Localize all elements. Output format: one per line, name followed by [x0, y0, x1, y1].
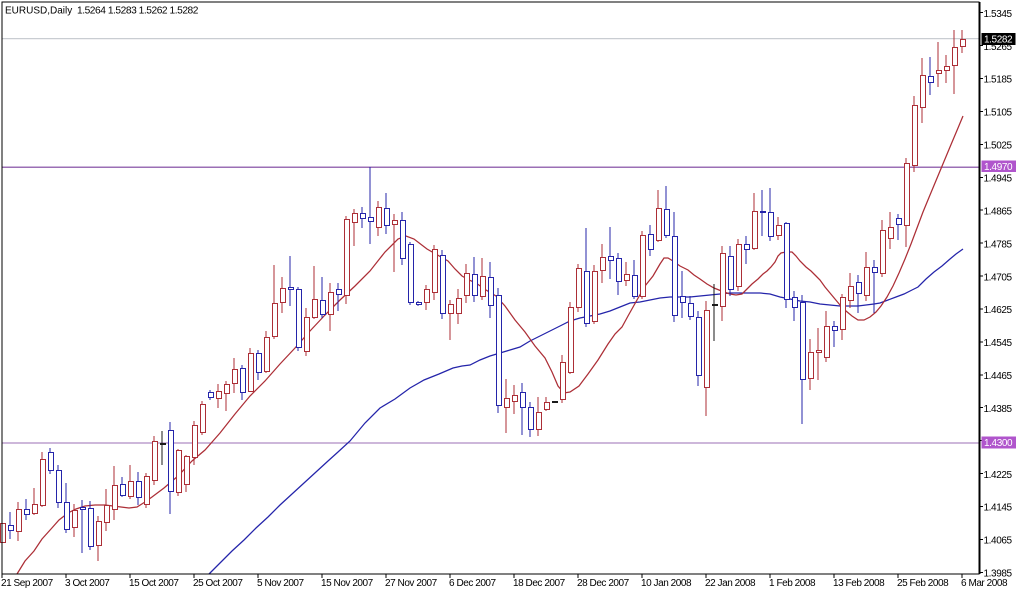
svg-text:15 Nov 2007: 15 Nov 2007	[321, 578, 374, 589]
svg-text:1.3985: 1.3985	[984, 569, 1013, 580]
svg-text:1.5105: 1.5105	[984, 108, 1013, 119]
svg-text:3 Oct 2007: 3 Oct 2007	[65, 578, 110, 589]
svg-text:22 Jan 2008: 22 Jan 2008	[705, 578, 756, 589]
svg-text:15 Oct 2007: 15 Oct 2007	[129, 578, 179, 589]
svg-text:13 Feb 2008: 13 Feb 2008	[833, 578, 885, 589]
svg-text:1.5264 1.5283 1.5262 1.5282: 1.5264 1.5283 1.5262 1.5282	[77, 6, 199, 17]
svg-text:1.5185: 1.5185	[984, 75, 1013, 86]
svg-text:6 Dec 2007: 6 Dec 2007	[449, 578, 497, 589]
svg-text:1.4970: 1.4970	[984, 162, 1013, 173]
svg-text:25 Oct 2007: 25 Oct 2007	[193, 578, 243, 589]
svg-text:EURUSD,Daily: EURUSD,Daily	[5, 6, 72, 17]
svg-text:18 Dec 2007: 18 Dec 2007	[513, 578, 566, 589]
svg-text:1.5282: 1.5282	[984, 35, 1013, 46]
svg-text:1.4065: 1.4065	[984, 536, 1013, 547]
svg-text:1.4545: 1.4545	[984, 338, 1013, 349]
svg-text:28 Dec 2007: 28 Dec 2007	[577, 578, 630, 589]
svg-text:1.4385: 1.4385	[984, 404, 1013, 415]
svg-text:21 Sep 2007: 21 Sep 2007	[1, 578, 54, 589]
svg-text:1.4705: 1.4705	[984, 272, 1013, 283]
svg-text:1.5025: 1.5025	[984, 141, 1013, 152]
svg-text:1.5265: 1.5265	[984, 42, 1013, 53]
svg-text:1 Feb 2008: 1 Feb 2008	[769, 578, 816, 589]
svg-text:1.4300: 1.4300	[984, 438, 1013, 449]
svg-text:27 Nov 2007: 27 Nov 2007	[385, 578, 438, 589]
svg-text:6 Mar 2008: 6 Mar 2008	[961, 578, 1008, 589]
svg-text:1.4785: 1.4785	[984, 239, 1013, 250]
svg-text:1.5345: 1.5345	[984, 9, 1013, 20]
svg-text:1.4225: 1.4225	[984, 470, 1013, 481]
svg-text:1.4465: 1.4465	[984, 371, 1013, 382]
svg-text:5 Nov 2007: 5 Nov 2007	[257, 578, 305, 589]
svg-text:1.4865: 1.4865	[984, 206, 1013, 217]
svg-text:25 Feb 2008: 25 Feb 2008	[897, 578, 949, 589]
svg-text:1.4145: 1.4145	[984, 503, 1013, 514]
svg-text:1.4945: 1.4945	[984, 174, 1013, 185]
svg-text:1.4625: 1.4625	[984, 305, 1013, 316]
svg-text:10 Jan 2008: 10 Jan 2008	[641, 578, 692, 589]
